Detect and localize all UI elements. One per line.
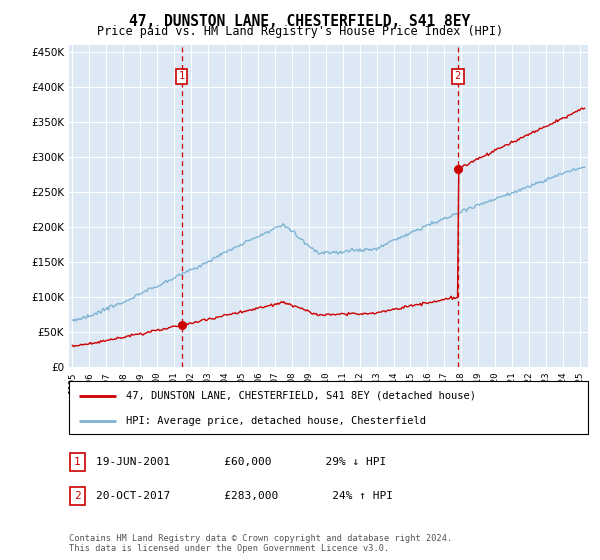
Text: 47, DUNSTON LANE, CHESTERFIELD, S41 8EY (detached house): 47, DUNSTON LANE, CHESTERFIELD, S41 8EY … xyxy=(126,391,476,401)
Text: 2: 2 xyxy=(74,491,81,501)
Text: Price paid vs. HM Land Registry's House Price Index (HPI): Price paid vs. HM Land Registry's House … xyxy=(97,25,503,38)
Text: 20-OCT-2017        £283,000        24% ↑ HPI: 20-OCT-2017 £283,000 24% ↑ HPI xyxy=(96,491,393,501)
Text: 1: 1 xyxy=(179,71,185,81)
FancyBboxPatch shape xyxy=(69,381,588,434)
Text: 19-JUN-2001        £60,000        29% ↓ HPI: 19-JUN-2001 £60,000 29% ↓ HPI xyxy=(96,457,386,467)
Text: 47, DUNSTON LANE, CHESTERFIELD, S41 8EY: 47, DUNSTON LANE, CHESTERFIELD, S41 8EY xyxy=(130,14,470,29)
Text: 1: 1 xyxy=(74,457,81,467)
Text: Contains HM Land Registry data © Crown copyright and database right 2024.
This d: Contains HM Land Registry data © Crown c… xyxy=(69,534,452,553)
FancyBboxPatch shape xyxy=(70,453,85,471)
FancyBboxPatch shape xyxy=(70,487,85,505)
Text: HPI: Average price, detached house, Chesterfield: HPI: Average price, detached house, Ches… xyxy=(126,416,426,426)
Text: 2: 2 xyxy=(455,71,461,81)
